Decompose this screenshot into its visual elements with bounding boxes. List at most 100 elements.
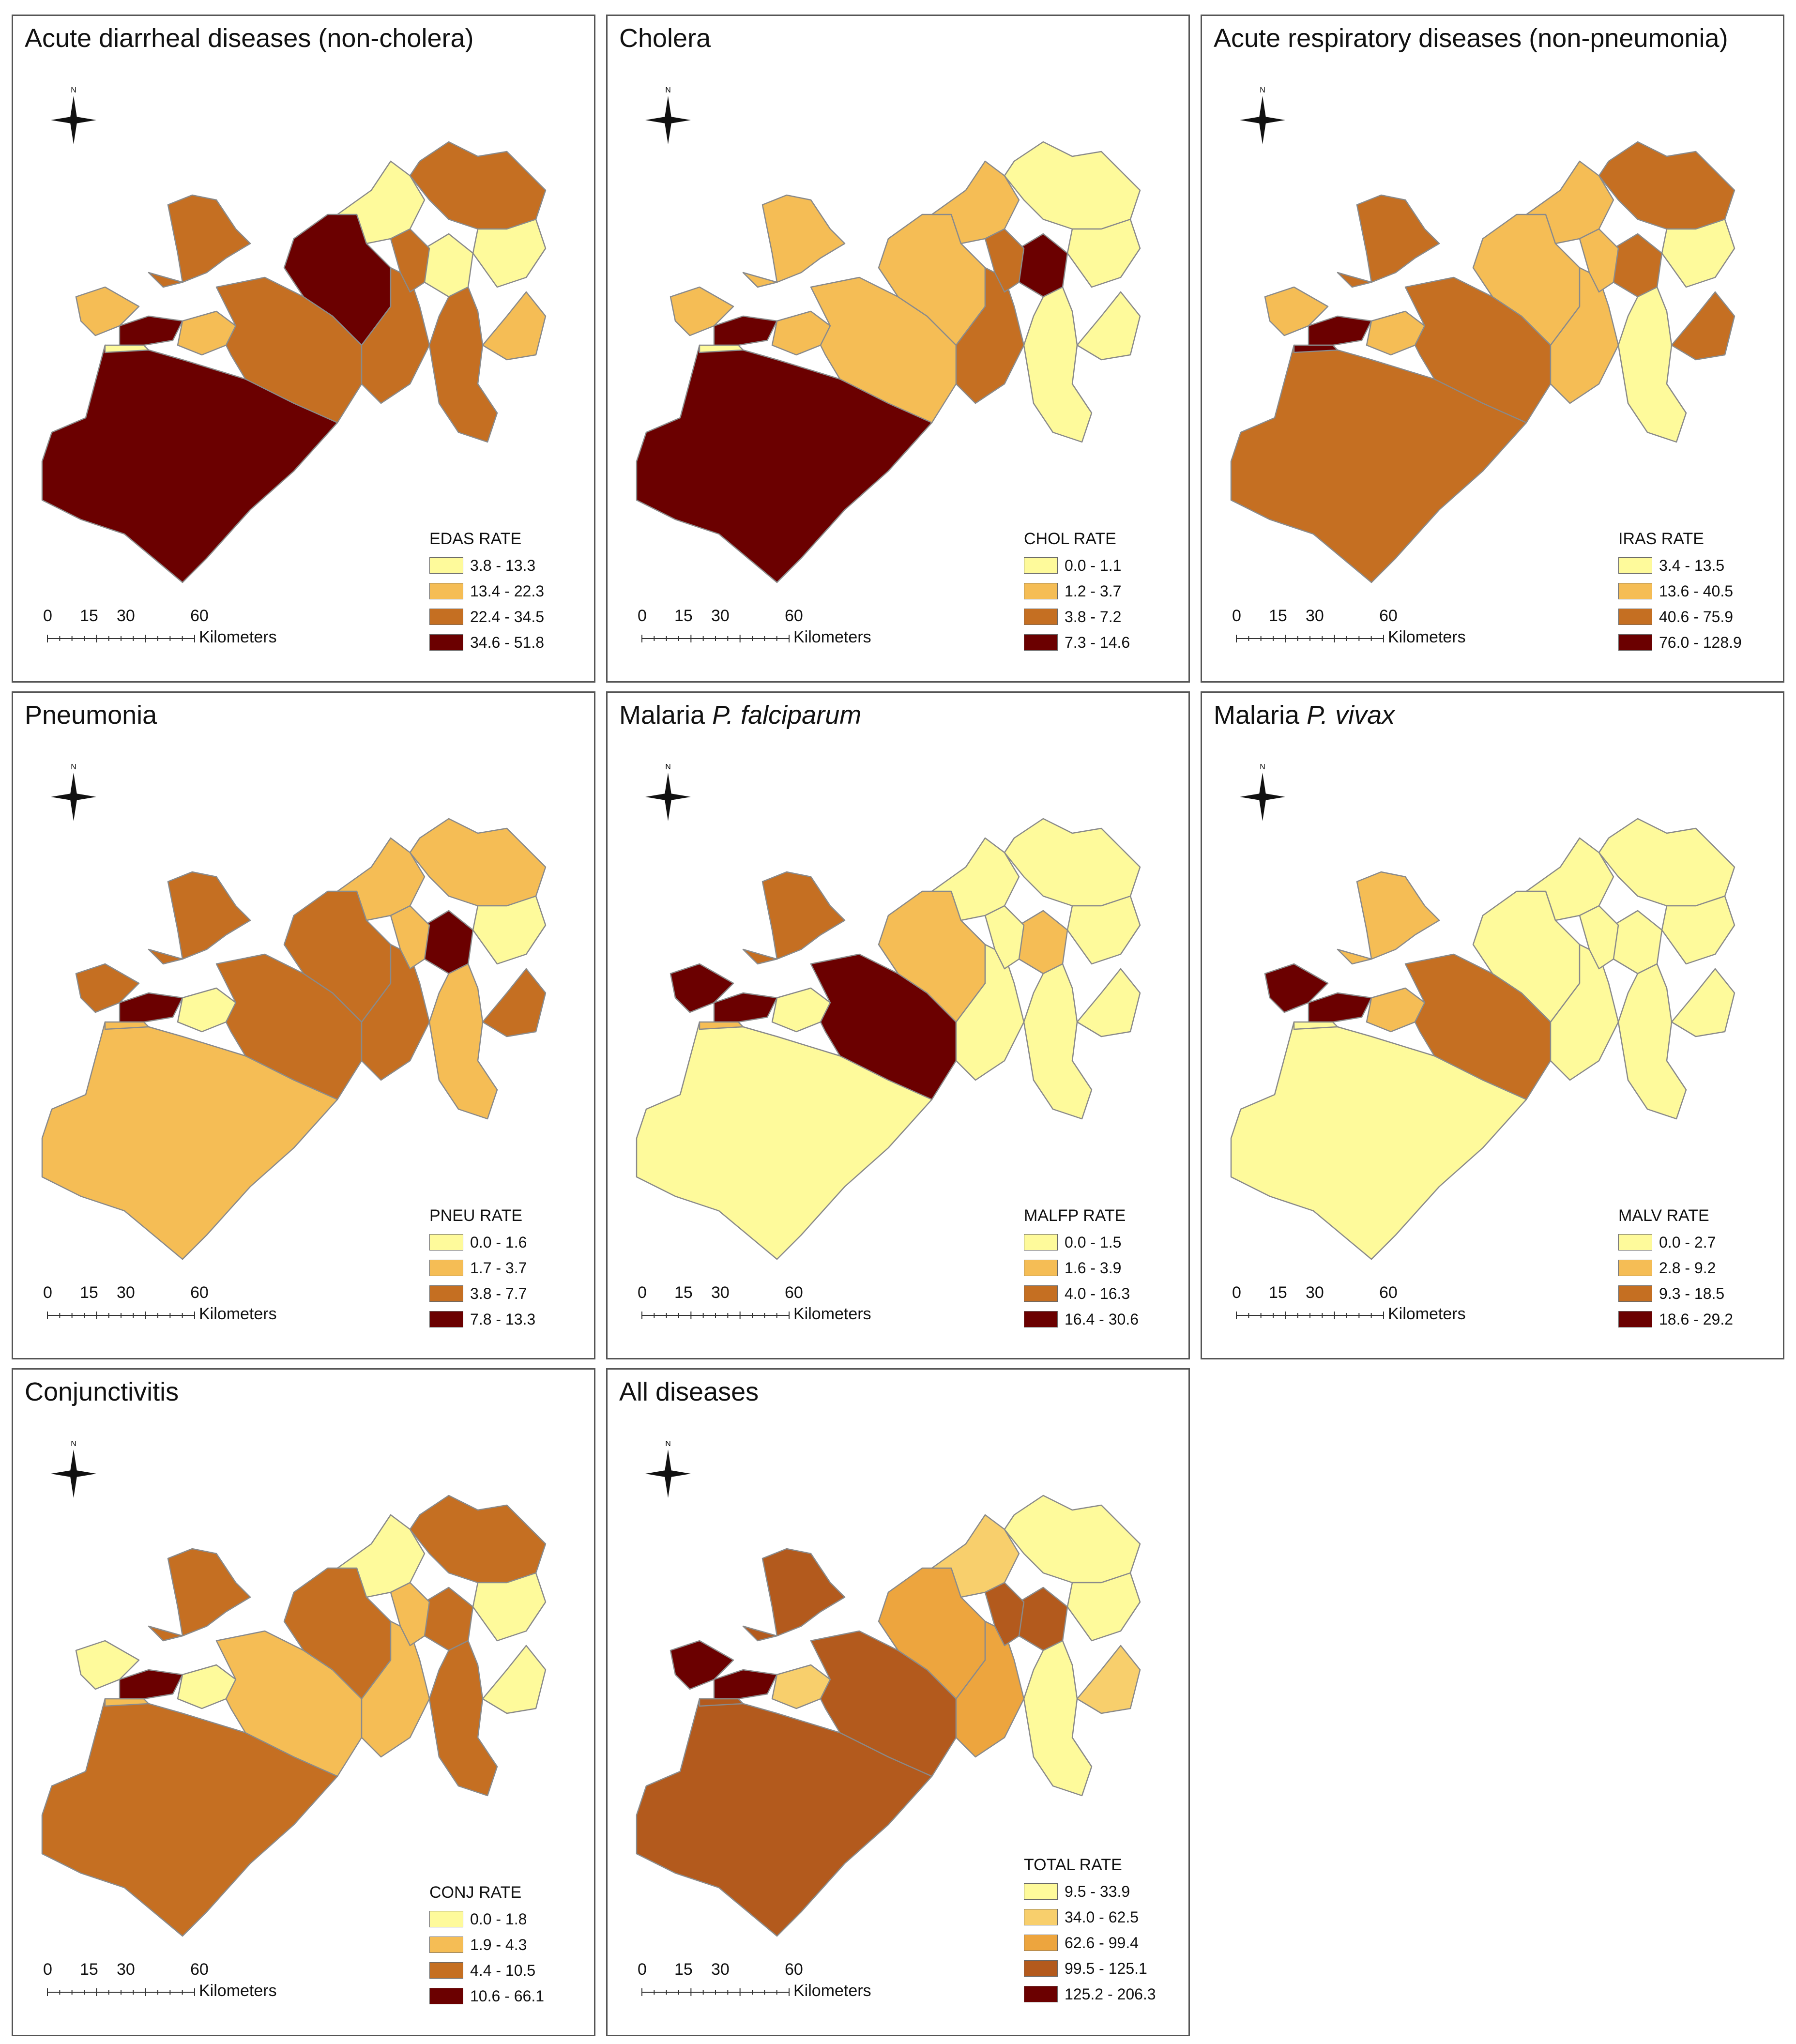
legend-label: 2.8 - 9.2 bbox=[1659, 1259, 1716, 1277]
legend-item: 3.8 - 13.3 bbox=[429, 552, 544, 578]
district-region bbox=[1004, 1495, 1141, 1584]
legend-label: 22.4 - 34.5 bbox=[470, 608, 544, 625]
north-arrow-icon: N bbox=[1240, 763, 1285, 821]
scale-tick-label: 60 bbox=[785, 1960, 803, 1979]
legend-item: 1.6 - 3.9 bbox=[1024, 1255, 1139, 1281]
district-region bbox=[361, 1620, 430, 1758]
legend-item: 99.5 - 125.1 bbox=[1024, 1955, 1156, 1981]
legend-item: 3.8 - 7.2 bbox=[1024, 604, 1130, 629]
choropleth-map bbox=[636, 1495, 1141, 1937]
legend-item: 3.8 - 7.7 bbox=[429, 1281, 535, 1306]
legend-swatch bbox=[1024, 1285, 1058, 1302]
scale-unit: Kilometers bbox=[199, 628, 277, 646]
legend-label: 99.5 - 125.1 bbox=[1065, 1959, 1147, 1977]
district-region bbox=[1661, 218, 1735, 288]
north-letter: N bbox=[71, 763, 76, 771]
west-arrow-needle bbox=[1240, 793, 1264, 800]
district-region bbox=[1579, 228, 1619, 293]
north-arrow-icon: N bbox=[645, 763, 691, 821]
scale-tick-label: 15 bbox=[674, 1283, 693, 1302]
map-legend: CONJ RATE 0.0 - 1.8 1.9 - 4.3 4.4 - 10.5 10.… bbox=[429, 1883, 544, 2009]
legend-label: 1.9 - 4.3 bbox=[470, 1936, 527, 1953]
legend-label: 76.0 - 128.9 bbox=[1659, 633, 1742, 651]
district-region bbox=[955, 267, 1025, 404]
district-region bbox=[390, 1582, 430, 1647]
legend-title: IRAS RATE bbox=[1618, 530, 1704, 548]
district-region bbox=[742, 1548, 846, 1642]
legend-label: 34.6 - 51.8 bbox=[470, 633, 544, 651]
scale-bar: 0 15 30 60 Kilometers bbox=[638, 1960, 871, 2004]
legend-label: 3.4 - 13.5 bbox=[1659, 556, 1725, 574]
legend-item: 2.8 - 9.2 bbox=[1618, 1255, 1733, 1281]
district-region bbox=[424, 233, 474, 298]
scale-bar-graphic bbox=[641, 1312, 790, 1319]
district-region bbox=[1018, 910, 1068, 975]
legend-item: 13.4 - 22.3 bbox=[429, 578, 544, 604]
north-arrow-needle bbox=[70, 96, 77, 122]
scale-unit: Kilometers bbox=[199, 1982, 277, 2000]
district-region bbox=[1293, 344, 1339, 353]
legend-item: 4.4 - 10.5 bbox=[429, 1957, 544, 1983]
panel-title-species: P. falciparum bbox=[712, 701, 862, 730]
west-arrow-needle bbox=[51, 793, 75, 800]
scale-unit: Kilometers bbox=[793, 1305, 871, 1323]
scale-unit: Kilometers bbox=[793, 628, 871, 646]
scale-tick-label: 30 bbox=[117, 607, 135, 625]
district-region bbox=[699, 344, 744, 353]
scale-tick-label: 0 bbox=[43, 1283, 52, 1302]
scale-tick-label: 60 bbox=[190, 1283, 209, 1302]
district-region bbox=[984, 228, 1025, 293]
scale-bar-graphic bbox=[641, 1988, 790, 1996]
district-region bbox=[1613, 910, 1663, 975]
scale-tick-label: 15 bbox=[1269, 607, 1287, 625]
district-region bbox=[428, 286, 498, 443]
choropleth-map bbox=[1230, 818, 1735, 1260]
legend-item: 18.6 - 29.2 bbox=[1618, 1306, 1733, 1332]
panel-title: Malaria P. vivax bbox=[1214, 700, 1395, 731]
district-region bbox=[472, 1572, 547, 1642]
legend-label: 13.4 - 22.3 bbox=[470, 582, 544, 600]
district-region bbox=[742, 194, 846, 288]
district-region bbox=[361, 944, 430, 1081]
district-region bbox=[1598, 818, 1735, 907]
north-letter: N bbox=[1260, 763, 1265, 771]
district-region bbox=[104, 1698, 150, 1707]
scale-unit: Kilometers bbox=[1388, 1305, 1466, 1323]
map-legend: IRAS RATE 3.4 - 13.5 13.6 - 40.5 40.6 - 75.… bbox=[1618, 529, 1742, 655]
scale-tick-label: 15 bbox=[674, 607, 693, 625]
legend-swatch bbox=[429, 1910, 463, 1927]
east-arrow-needle bbox=[1261, 117, 1285, 123]
legend-swatch bbox=[429, 1936, 463, 1953]
district-region bbox=[931, 160, 1020, 244]
map-panel: Malaria P. falciparum N MALFP RATE 0.0 - 1.… bbox=[606, 691, 1190, 1359]
district-region bbox=[984, 905, 1025, 970]
north-arrow-icon: N bbox=[645, 86, 691, 144]
legend-label: 9.3 - 18.5 bbox=[1659, 1284, 1725, 1302]
district-region bbox=[428, 1640, 498, 1797]
legend-swatch bbox=[1618, 557, 1652, 574]
map-legend: MALV RATE 0.0 - 2.7 2.8 - 9.2 9.3 - 18.5 18.… bbox=[1618, 1206, 1733, 1332]
district-region bbox=[1023, 963, 1093, 1120]
legend-label: 62.6 - 99.4 bbox=[1065, 1934, 1139, 1952]
district-region bbox=[1617, 286, 1687, 443]
legend-item: 0.0 - 1.6 bbox=[429, 1229, 535, 1255]
legend-label: 125.2 - 206.3 bbox=[1065, 1985, 1156, 2003]
map-legend: MALFP RATE 0.0 - 1.5 1.6 - 3.9 4.0 - 16.3 16… bbox=[1024, 1206, 1139, 1332]
district-region bbox=[1076, 1645, 1141, 1714]
north-arrow-icon: N bbox=[51, 763, 96, 821]
legend-item: 13.6 - 40.5 bbox=[1618, 578, 1742, 604]
district-region bbox=[931, 1514, 1020, 1598]
legend-item: 10.6 - 66.1 bbox=[429, 1983, 544, 2009]
legend-label: 3.8 - 7.7 bbox=[470, 1284, 527, 1302]
east-arrow-needle bbox=[667, 117, 691, 123]
legend-swatch bbox=[1024, 557, 1058, 574]
district-region bbox=[1076, 968, 1141, 1037]
scale-tick-label: 0 bbox=[638, 1960, 647, 1979]
scale-bar: 0 15 30 60 Kilometers bbox=[43, 1283, 277, 1327]
west-arrow-needle bbox=[51, 1470, 75, 1477]
legend-swatch bbox=[1024, 1883, 1058, 1900]
district-region bbox=[1550, 267, 1619, 404]
scale-tick-label: 30 bbox=[117, 1283, 135, 1302]
map-legend: TOTAL RATE 9.5 - 33.9 34.0 - 62.5 62.6 - 99… bbox=[1024, 1855, 1156, 2007]
scale-bar-graphic bbox=[47, 635, 195, 642]
